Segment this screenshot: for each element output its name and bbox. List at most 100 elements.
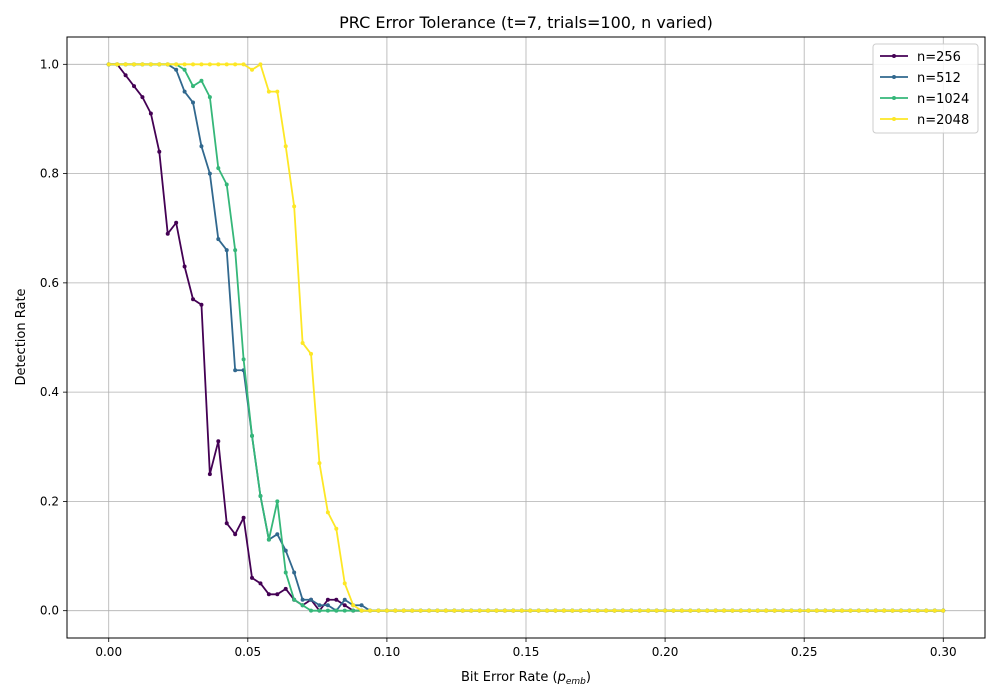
data-point — [932, 608, 937, 613]
data-point — [713, 608, 718, 613]
data-point — [309, 597, 314, 602]
data-point — [342, 603, 347, 608]
data-point — [401, 608, 406, 613]
legend-marker — [892, 54, 896, 58]
data-point — [460, 608, 465, 613]
data-point — [165, 231, 170, 236]
data-point — [250, 67, 255, 72]
data-point — [848, 608, 853, 613]
data-point — [132, 84, 137, 89]
data-point — [679, 608, 684, 613]
data-point — [587, 608, 592, 613]
legend-item: n=1024 — [880, 92, 969, 107]
data-point — [519, 608, 524, 613]
data-point — [258, 493, 263, 498]
data-point — [216, 237, 221, 242]
data-point — [629, 608, 634, 613]
data-point — [325, 603, 330, 608]
data-point — [781, 608, 786, 613]
data-point — [342, 581, 347, 586]
data-point — [199, 302, 204, 307]
data-point — [688, 608, 693, 613]
data-point — [157, 149, 162, 154]
data-point — [376, 608, 381, 613]
data-point — [191, 100, 196, 105]
data-point — [191, 62, 196, 67]
series-n=2048 — [106, 62, 946, 613]
y-axis-label: Detection Rate — [14, 288, 29, 385]
data-point — [705, 608, 710, 613]
x-axis-label-main: Bit Error Rate ( — [461, 670, 558, 685]
data-point — [899, 608, 904, 613]
data-point — [292, 570, 297, 575]
x-axis-label-var: p — [557, 670, 566, 685]
y-tick-label: 0.2 — [40, 494, 59, 508]
data-point — [915, 608, 920, 613]
data-point — [342, 597, 347, 602]
data-point — [570, 608, 575, 613]
data-point — [275, 89, 280, 94]
data-point — [250, 433, 255, 438]
data-point — [831, 608, 836, 613]
data-point — [595, 608, 600, 613]
data-point — [553, 608, 558, 613]
data-point — [224, 248, 229, 253]
data-point — [443, 608, 448, 613]
data-point — [890, 608, 895, 613]
data-point — [696, 608, 701, 613]
data-point — [359, 603, 364, 608]
x-tick-label: 0.15 — [513, 645, 540, 659]
data-point — [730, 608, 735, 613]
data-point — [823, 608, 828, 613]
data-point — [722, 608, 727, 613]
data-point — [258, 62, 263, 67]
data-point — [140, 62, 145, 67]
series-layer — [106, 62, 946, 613]
data-point — [132, 62, 137, 67]
data-point — [199, 144, 204, 149]
data-point — [578, 608, 583, 613]
data-point — [637, 608, 642, 613]
data-point — [123, 62, 128, 67]
data-point — [511, 608, 516, 613]
x-tick-label: 0.20 — [652, 645, 679, 659]
data-point — [275, 532, 280, 537]
y-tick-label: 0.0 — [40, 604, 59, 618]
data-point — [216, 166, 221, 171]
legend-marker — [892, 75, 896, 79]
data-point — [309, 608, 314, 613]
data-point — [747, 608, 752, 613]
data-point — [317, 608, 322, 613]
data-point — [317, 603, 322, 608]
data-point — [283, 586, 288, 591]
y-tick-label: 0.8 — [40, 167, 59, 181]
data-point — [325, 597, 330, 602]
data-point — [300, 340, 305, 345]
data-point — [266, 592, 271, 597]
x-tick-label: 0.00 — [95, 645, 122, 659]
data-point — [157, 62, 162, 67]
data-point — [873, 608, 878, 613]
data-point — [207, 171, 212, 176]
data-point — [224, 521, 229, 526]
data-point — [275, 592, 280, 597]
data-point — [856, 608, 861, 613]
data-point — [393, 608, 398, 613]
data-point — [174, 62, 179, 67]
data-point — [486, 608, 491, 613]
data-point — [182, 264, 187, 269]
y-tick-label: 1.0 — [40, 57, 59, 71]
data-point — [207, 62, 212, 67]
data-point — [477, 608, 482, 613]
legend-label: n=2048 — [917, 113, 969, 128]
data-point — [536, 608, 541, 613]
legend-item: n=2048 — [880, 113, 969, 128]
data-point — [233, 62, 238, 67]
data-point — [334, 608, 339, 613]
data-point — [612, 608, 617, 613]
data-point — [907, 608, 912, 613]
data-point — [191, 84, 196, 89]
legend-label: n=1024 — [917, 92, 969, 107]
data-point — [789, 608, 794, 613]
data-point — [604, 608, 609, 613]
